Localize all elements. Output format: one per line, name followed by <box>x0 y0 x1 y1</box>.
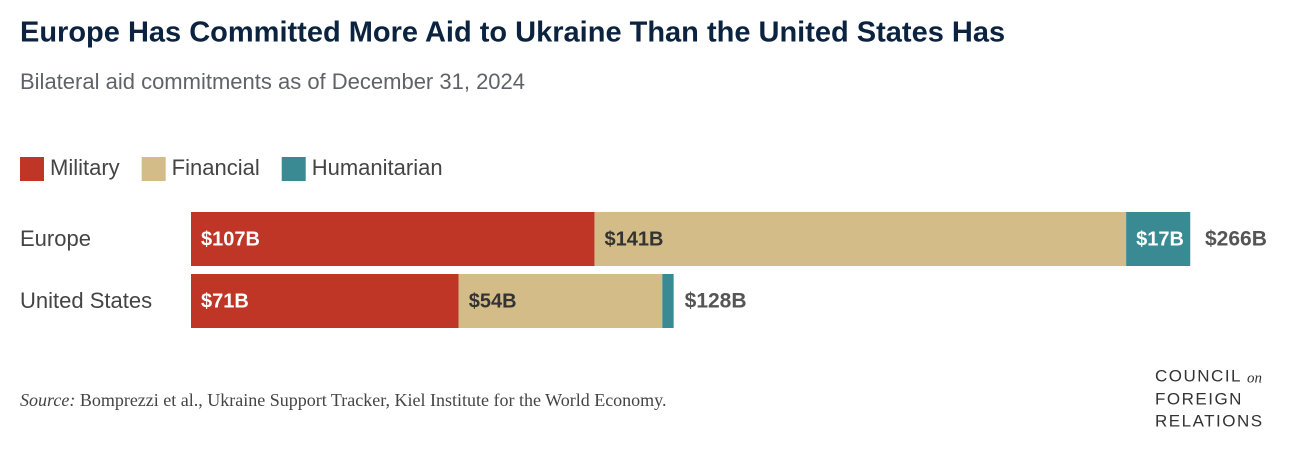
chart-title: Europe Has Committed More Aid to Ukraine… <box>20 17 1005 49</box>
data-label: $17B <box>1136 228 1184 250</box>
bar-segment <box>594 212 1127 266</box>
logo-line: COUNCIL <box>1155 366 1242 385</box>
bar-segment <box>191 212 595 266</box>
legend-swatch <box>281 157 306 181</box>
legend-swatch <box>141 157 166 181</box>
source-text: Bomprezzi et al., Ukraine Support Tracke… <box>80 390 667 410</box>
legend-label: Financial <box>172 155 260 180</box>
data-label: $141B <box>604 228 663 250</box>
chart-subtitle: Bilateral aid commitments as of December… <box>20 69 525 94</box>
source-label: Source: <box>20 390 75 410</box>
category-label: Europe <box>20 226 91 251</box>
data-label: $107B <box>201 228 260 250</box>
source: Source: Bomprezzi et al., Ukraine Suppor… <box>20 390 667 410</box>
logo-line: FOREIGN <box>1155 389 1243 408</box>
data-label: $71B <box>201 290 249 312</box>
logo-line: RELATIONS <box>1155 411 1264 430</box>
bar-segment <box>662 274 674 328</box>
category-label: United States <box>20 288 152 313</box>
legend-label: Humanitarian <box>312 155 443 180</box>
total-label: $266B <box>1205 228 1267 251</box>
logo-on: on <box>1247 370 1262 386</box>
total-label: $128B <box>685 290 747 313</box>
bar-segment <box>191 274 459 328</box>
bar-segment <box>458 274 663 328</box>
legend-label: Military <box>50 155 120 180</box>
bar-segment <box>1126 212 1191 266</box>
legend-swatch <box>20 157 44 181</box>
data-label: $54B <box>469 290 517 312</box>
